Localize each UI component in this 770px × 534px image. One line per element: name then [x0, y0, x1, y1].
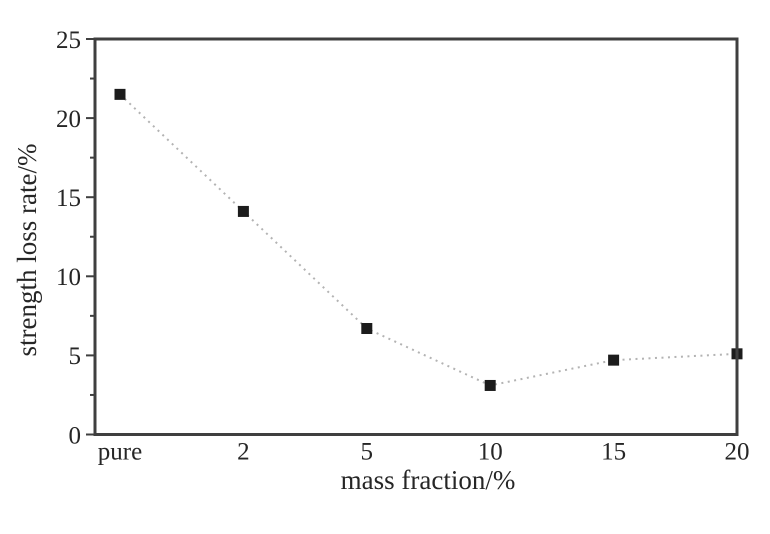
- x-tick-label: 2: [237, 439, 250, 466]
- data-point-marker: [484, 379, 496, 391]
- series-dotted-line: [119, 93, 738, 387]
- x-tick-label: 15: [601, 439, 626, 466]
- y-tick-label: 0: [69, 422, 82, 449]
- data-point-marker: [361, 323, 373, 335]
- data-point-marker: [114, 88, 126, 100]
- y-tick-label: 10: [56, 264, 81, 291]
- x-tick-label: 20: [725, 439, 750, 466]
- y-axis-title: strength loss rate/%: [12, 144, 42, 357]
- x-tick-label: 10: [478, 439, 503, 466]
- plot-area: [93, 37, 739, 436]
- y-tick-label: 5: [69, 343, 82, 370]
- x-tick-label: pure: [98, 439, 142, 466]
- y-tick-label: 20: [56, 106, 81, 133]
- y-tick-label: 15: [56, 185, 81, 212]
- y-tick-label: 25: [56, 27, 81, 54]
- x-tick-label: 5: [361, 439, 374, 466]
- data-point-marker: [608, 354, 620, 366]
- x-axis-title: mass fraction/%: [341, 465, 516, 495]
- data-point-marker: [237, 205, 249, 217]
